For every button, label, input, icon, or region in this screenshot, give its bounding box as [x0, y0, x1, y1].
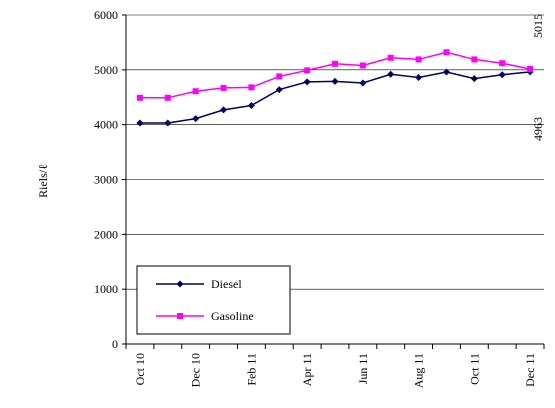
x-tick-label-feb-11: Feb 11	[244, 353, 258, 386]
y-tick-label-2000: 2000	[94, 227, 118, 241]
legend-diesel-label: Diesel	[211, 277, 242, 291]
legend-box	[136, 265, 291, 335]
y-tick-label-3000: 3000	[94, 173, 118, 187]
diesel-point-5	[275, 86, 283, 94]
legend-item-gasoline: Gasoline	[156, 309, 254, 323]
legend-item-diesel: Diesel	[156, 277, 242, 291]
diesel-point-3	[220, 106, 228, 114]
diesel-point-1	[164, 119, 172, 127]
y-ticks: 0 1000 2000 3000 4000 5000 6000	[94, 8, 126, 351]
diesel-point-8	[359, 79, 367, 87]
y-tick-label-0: 0	[112, 337, 118, 351]
diesel-point-12	[470, 75, 478, 83]
diesel-point-11	[442, 68, 450, 76]
legend-gasoline-label: Gasoline	[211, 309, 254, 323]
gasoline-point-3	[220, 84, 227, 91]
gasoline-point-5	[276, 73, 283, 80]
gasoline-point-4	[248, 84, 255, 91]
diesel-point-9	[387, 70, 395, 78]
gasoline-point-11	[443, 49, 450, 56]
diesel-point-0	[136, 119, 144, 127]
x-tick-label-dec-10: Dec 10	[189, 353, 203, 387]
x-tick-label-dec-11: Dec 11	[523, 353, 537, 387]
y-tick-label-4000: 4000	[94, 118, 118, 132]
gasoline-end-label: 5015	[531, 14, 545, 38]
y-axis-label: Riels/ℓ	[36, 164, 50, 198]
series-gasoline	[136, 49, 534, 101]
series-diesel	[136, 68, 534, 127]
legend-gasoline-marker	[177, 313, 183, 319]
gasoline-point-7	[332, 60, 338, 67]
diesel-point-2	[192, 115, 200, 123]
end-labels: 5015 4963	[531, 14, 545, 141]
diesel-point-13	[498, 71, 506, 79]
diesel-point-6	[303, 78, 311, 86]
gridlines	[126, 14, 544, 290]
diesel-point-10	[415, 74, 423, 82]
gasoline-point-2	[192, 88, 199, 95]
y-tick-label-6000: 6000	[94, 8, 118, 22]
diesel-end-label: 4963	[531, 117, 545, 141]
gasoline-point-12	[471, 56, 478, 63]
legend: Diesel Gasoline	[136, 265, 291, 335]
x-tick-label-jun-11: Jun 11	[356, 353, 370, 384]
x-tick-label-oct-11: Oct 11	[467, 353, 481, 385]
x-tick-label-apr-11: Apr 11	[300, 353, 314, 386]
gasoline-point-13	[499, 60, 506, 67]
x-ticks: Oct 10 Dec 10 Feb 11 Apr 11 Jun 11 Aug 11 Oct …	[125, 344, 545, 388]
x-tick-label-aug-11: Aug 11	[412, 353, 426, 388]
y-tick-label-5000: 5000	[94, 63, 118, 77]
gasoline-point-9	[387, 54, 394, 61]
gasoline-point-1	[164, 94, 171, 101]
gasoline-point-14	[527, 66, 534, 73]
diesel-point-7	[331, 77, 339, 85]
y-tick-label-1000: 1000	[94, 282, 118, 296]
gasoline-point-6	[304, 67, 311, 74]
legend-diesel-marker	[176, 280, 184, 288]
series-layer	[136, 49, 534, 127]
x-tick-label-oct-10: Oct 10	[133, 353, 147, 385]
diesel-point-4	[247, 101, 255, 109]
gasoline-point-8	[359, 62, 366, 69]
gasoline-point-0	[136, 94, 143, 101]
gasoline-point-10	[415, 56, 422, 63]
